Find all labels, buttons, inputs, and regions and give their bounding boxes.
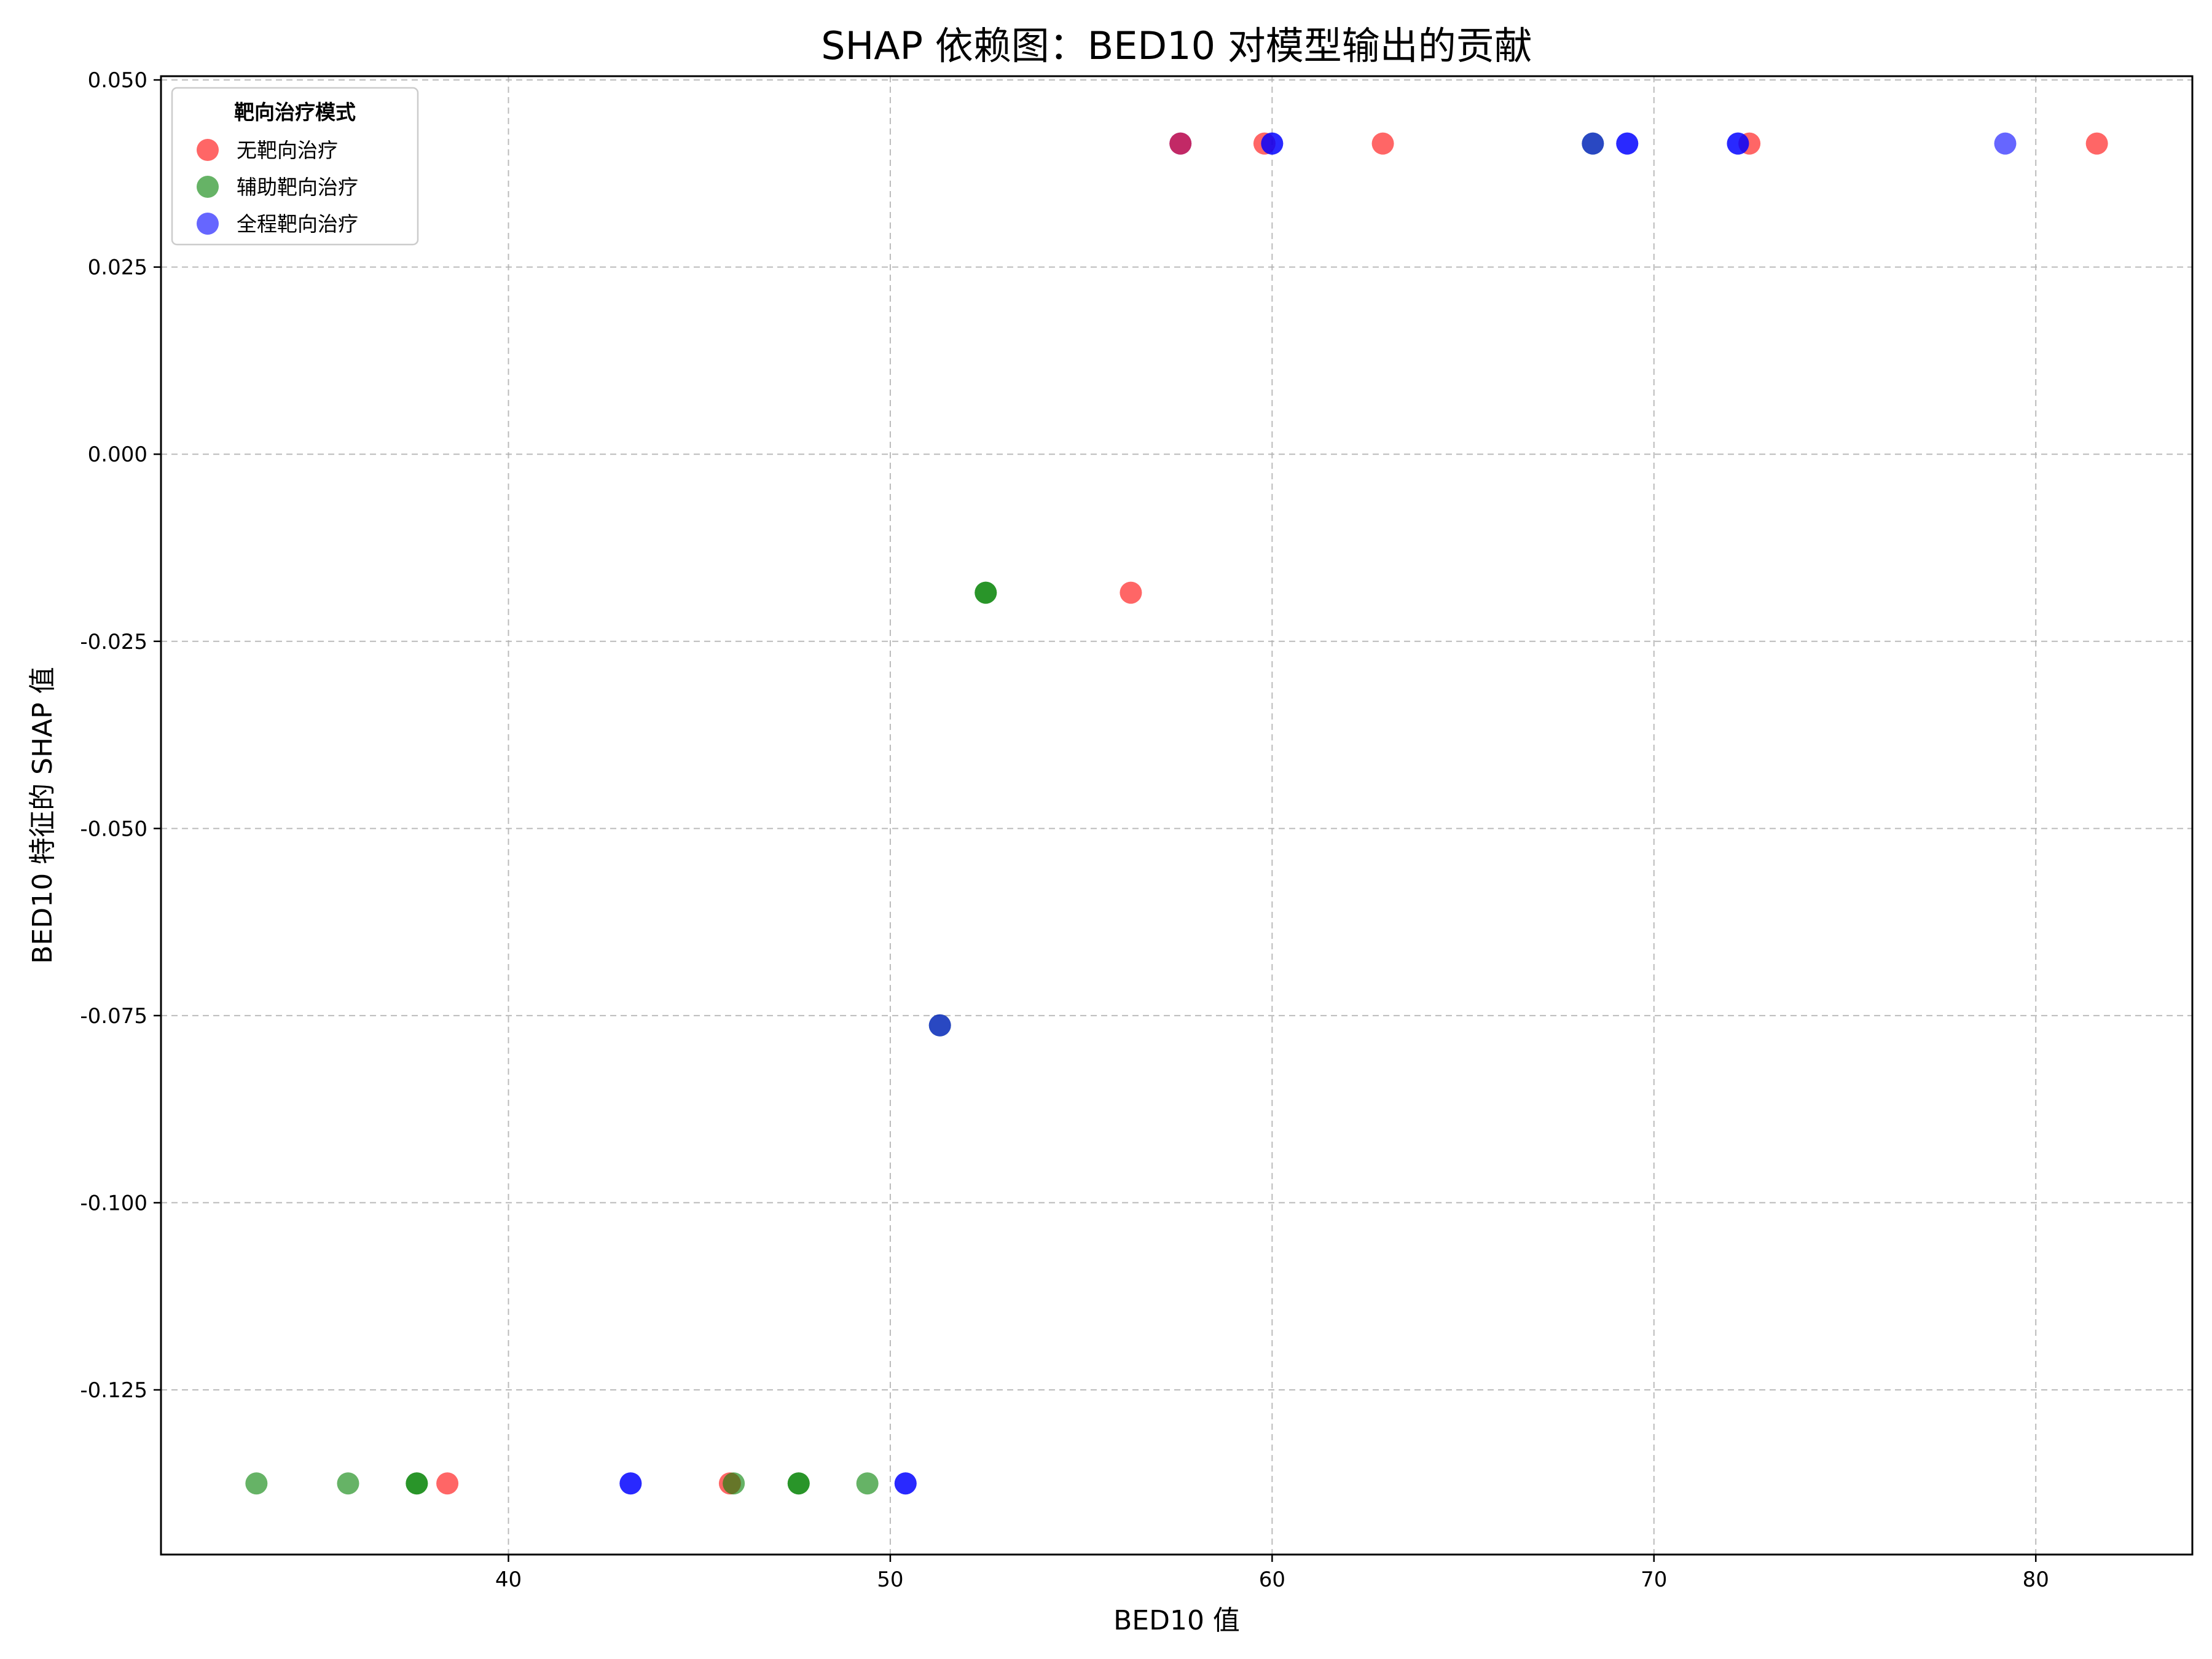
data-point <box>245 1472 268 1495</box>
legend-box <box>171 87 419 246</box>
y-tick-label: -0.050 <box>80 817 147 841</box>
x-tick-label: 70 <box>1641 1567 1667 1592</box>
data-point <box>1371 132 1394 155</box>
y-tick-label: 0.050 <box>88 68 147 93</box>
axis-ticks: 40 50 60 70 80 -0.125 -0.100 -0.075 -0.050 -0.025… <box>80 68 2049 1592</box>
data-point <box>856 1472 879 1495</box>
grid-lines <box>161 76 2192 1555</box>
scatter-points <box>245 132 2108 1495</box>
legend-label: 全程靶向治疗 <box>237 212 358 236</box>
legend-label: 无靶向治疗 <box>237 138 338 162</box>
y-tick-label: -0.075 <box>80 1004 147 1029</box>
data-point <box>894 1472 917 1495</box>
data-point <box>787 1472 810 1495</box>
legend-label: 辅助靶向治疗 <box>237 175 358 199</box>
x-tick-label: 50 <box>877 1567 903 1592</box>
data-point <box>406 1472 428 1495</box>
data-point <box>1120 581 1142 604</box>
data-point <box>1261 132 1284 155</box>
data-point <box>1169 132 1192 155</box>
y-tick-label: -0.100 <box>80 1191 147 1215</box>
data-point <box>1994 132 2017 155</box>
y-axis-title: BED10 特征的 SHAP 值 <box>27 667 58 963</box>
data-point <box>1727 132 1749 155</box>
legend-marker <box>197 139 219 161</box>
data-point <box>975 581 997 604</box>
data-point <box>2085 132 2108 155</box>
data-point <box>723 1472 745 1495</box>
data-point <box>928 1014 951 1037</box>
x-axis-title: BED10 值 <box>1113 1605 1240 1636</box>
data-point <box>1616 132 1639 155</box>
y-tick-label: -0.125 <box>80 1378 147 1403</box>
legend-marker <box>197 176 219 198</box>
legend-title: 靶向治疗模式 <box>234 100 356 124</box>
plot-area-frame <box>160 75 2194 1556</box>
y-tick-label: 0.025 <box>88 256 147 280</box>
data-point <box>337 1472 359 1495</box>
x-tick-label: 80 <box>2023 1567 2049 1592</box>
y-tick-label: 0.000 <box>88 442 147 467</box>
data-point <box>619 1472 642 1495</box>
x-tick-label: 40 <box>495 1567 522 1592</box>
y-tick-label: -0.025 <box>80 630 147 654</box>
x-tick-label: 60 <box>1259 1567 1285 1592</box>
data-point <box>1582 132 1604 155</box>
chart-title: SHAP 依赖图：BED10 对模型输出的贡献 <box>821 23 1532 68</box>
legend-marker <box>197 213 219 235</box>
data-point <box>436 1472 459 1495</box>
